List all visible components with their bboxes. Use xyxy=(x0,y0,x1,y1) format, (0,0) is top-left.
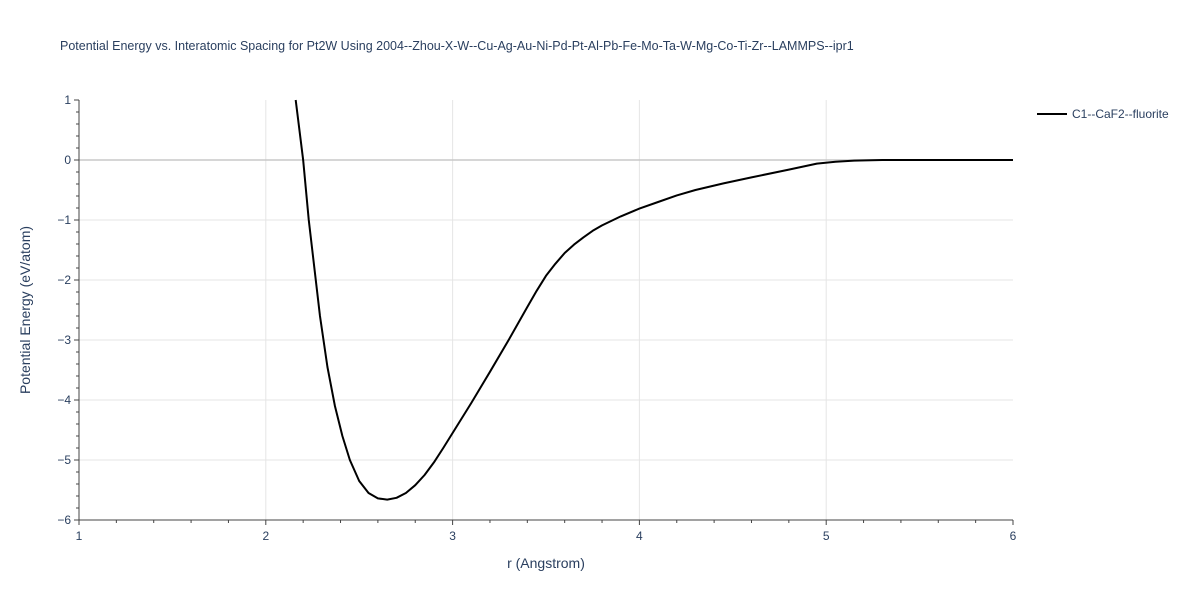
x-tick-label: 4 xyxy=(636,529,643,543)
x-tick-label: 2 xyxy=(262,529,269,543)
x-axis-title: r (Angstrom) xyxy=(507,555,585,571)
x-tick-label: 6 xyxy=(1010,529,1017,543)
x-tick-label: 3 xyxy=(449,529,456,543)
y-tick-label: −6 xyxy=(57,513,71,527)
y-tick-label: −1 xyxy=(57,213,71,227)
plot-layer xyxy=(294,99,1013,501)
y-tick-label: 0 xyxy=(64,153,71,167)
grid-layer xyxy=(79,100,1013,520)
y-tick-label: 1 xyxy=(64,93,71,107)
chart-title: Potential Energy vs. Interatomic Spacing… xyxy=(60,39,854,53)
y-tick-label: −3 xyxy=(57,333,71,347)
y-tick-label: −5 xyxy=(57,453,71,467)
legend-label: C1--CaF2--fluorite xyxy=(1072,107,1169,121)
x-tick-label: 5 xyxy=(823,529,830,543)
x-tick-label: 1 xyxy=(76,529,83,543)
y-tick-label: −2 xyxy=(57,273,71,287)
series-line xyxy=(294,99,1013,501)
legend[interactable]: C1--CaF2--fluorite xyxy=(1037,107,1169,121)
axis-layer: 1 2 3 4 5 6 1 0 −1 −2 −3 −4 −5 −6 xyxy=(57,93,1016,543)
y-axis-title: Potential Energy (eV/atom) xyxy=(17,226,33,394)
y-tick-label: −4 xyxy=(57,393,71,407)
